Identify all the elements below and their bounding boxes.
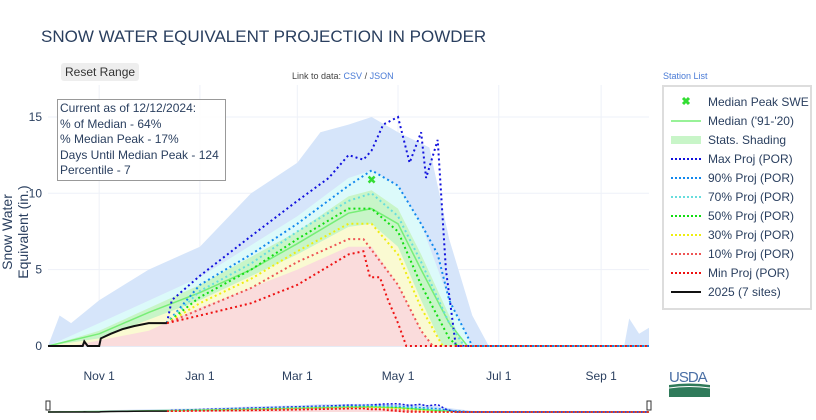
legend-swatch-icon xyxy=(671,291,701,293)
legend-item[interactable]: Min Proj (POR) xyxy=(670,264,789,282)
legend-item[interactable]: 30% Proj (POR) xyxy=(670,226,794,244)
legend-swatch-icon xyxy=(681,96,691,106)
page-title: SNOW WATER EQUIVALENT PROJECTION IN POWD… xyxy=(41,27,487,46)
y-tick-label: 0 xyxy=(35,339,42,353)
range-slider-handle[interactable] xyxy=(45,400,51,411)
legend-item[interactable]: 50% Proj (POR) xyxy=(670,207,794,225)
legend-swatch-icon xyxy=(671,158,701,160)
legend-swatch-icon xyxy=(671,177,701,179)
range-series-line xyxy=(166,402,649,413)
x-tick-label: Mar 1 xyxy=(282,369,313,383)
series-median-91-20- xyxy=(47,207,649,347)
stats-band-p10 xyxy=(71,246,433,346)
legend-swatch-icon xyxy=(671,215,701,217)
legend-label: 50% Proj (POR) xyxy=(708,209,795,223)
series-min-proj-por- xyxy=(166,250,649,347)
legend-label: Stats. Shading xyxy=(708,133,787,147)
y-tick-label: 15 xyxy=(29,110,43,124)
usda-logo: USDA xyxy=(669,369,711,397)
legend-item[interactable]: Median Peak SWE xyxy=(670,93,809,111)
x-tick-label: Sep 1 xyxy=(585,369,617,383)
legend-item[interactable]: 90% Proj (POR) xyxy=(670,169,794,187)
links-sep: / xyxy=(362,71,370,81)
current-info-box: Current as of 12/12/2024: % of Median - … xyxy=(57,99,226,181)
legend-swatch-icon xyxy=(671,120,701,122)
info-line: % Median Peak - 17% xyxy=(60,132,179,146)
csv-link[interactable]: CSV xyxy=(343,71,363,81)
median-peak-marker xyxy=(367,175,376,184)
y-tick-label: 10 xyxy=(29,186,43,200)
legend-item[interactable]: 70% Proj (POR) xyxy=(670,188,794,206)
info-line: Days Until Median Peak - 124 xyxy=(60,147,219,162)
legend-item[interactable]: Stats. Shading xyxy=(670,131,786,149)
range-series-line xyxy=(166,407,649,413)
legend-label: Median ('91-'20) xyxy=(708,114,794,128)
links-prefix: Link to data: xyxy=(292,71,344,81)
reset-range-button[interactable]: Reset Range xyxy=(61,63,140,81)
legend-swatch-icon xyxy=(671,136,701,144)
x-tick-label: Jul 1 xyxy=(486,369,512,383)
legend-item[interactable]: Max Proj (POR) xyxy=(670,150,793,168)
legend-item[interactable]: 10% Proj (POR) xyxy=(670,245,794,263)
legend: Median Peak SWE Median ('91-'20) Stats. Sh… xyxy=(662,85,812,310)
legend-swatch-icon xyxy=(671,253,701,255)
info-line: Percentile - 7 xyxy=(60,163,131,177)
range-slider-handle[interactable] xyxy=(646,400,652,411)
series-90-proj-por- xyxy=(166,169,649,347)
y-tick-label: 5 xyxy=(35,263,42,277)
svg-text:USDA: USDA xyxy=(669,369,708,386)
legend-label: Min Proj (POR) xyxy=(708,266,790,280)
info-line: % of Median - 64% xyxy=(60,116,162,131)
legend-item[interactable]: Median ('91-'20) xyxy=(670,112,794,130)
legend-label: 2025 (7 sites) xyxy=(708,285,781,299)
legend-swatch-icon xyxy=(671,234,701,236)
legend-item[interactable]: 2025 (7 sites) xyxy=(670,283,781,301)
legend-label: 70% Proj (POR) xyxy=(708,190,795,204)
series-30-proj-por- xyxy=(166,222,649,347)
legend-label: 30% Proj (POR) xyxy=(708,228,795,242)
series-2025-7-sites- xyxy=(48,322,167,347)
legend-label: 10% Proj (POR) xyxy=(708,247,795,261)
x-tick-label: Jan 1 xyxy=(185,369,215,383)
legend-label: Median Peak SWE xyxy=(708,95,809,109)
json-link[interactable]: JSON xyxy=(369,71,394,81)
info-line: Current as of 12/12/2024: xyxy=(60,101,197,115)
x-tick-label: Nov 1 xyxy=(84,369,116,383)
legend-label: 90% Proj (POR) xyxy=(708,171,795,185)
legend-swatch-icon xyxy=(671,196,701,198)
legend-swatch-icon xyxy=(671,272,701,274)
station-list-link[interactable]: Station List xyxy=(663,71,708,81)
series-70-proj-por- xyxy=(166,192,649,347)
legend-label: Max Proj (POR) xyxy=(708,152,793,166)
x-tick-label: May 1 xyxy=(382,369,415,383)
data-links: Link to data: CSV / JSON xyxy=(292,71,394,81)
series-50-proj-por- xyxy=(166,207,649,347)
range-series-line xyxy=(48,410,167,413)
